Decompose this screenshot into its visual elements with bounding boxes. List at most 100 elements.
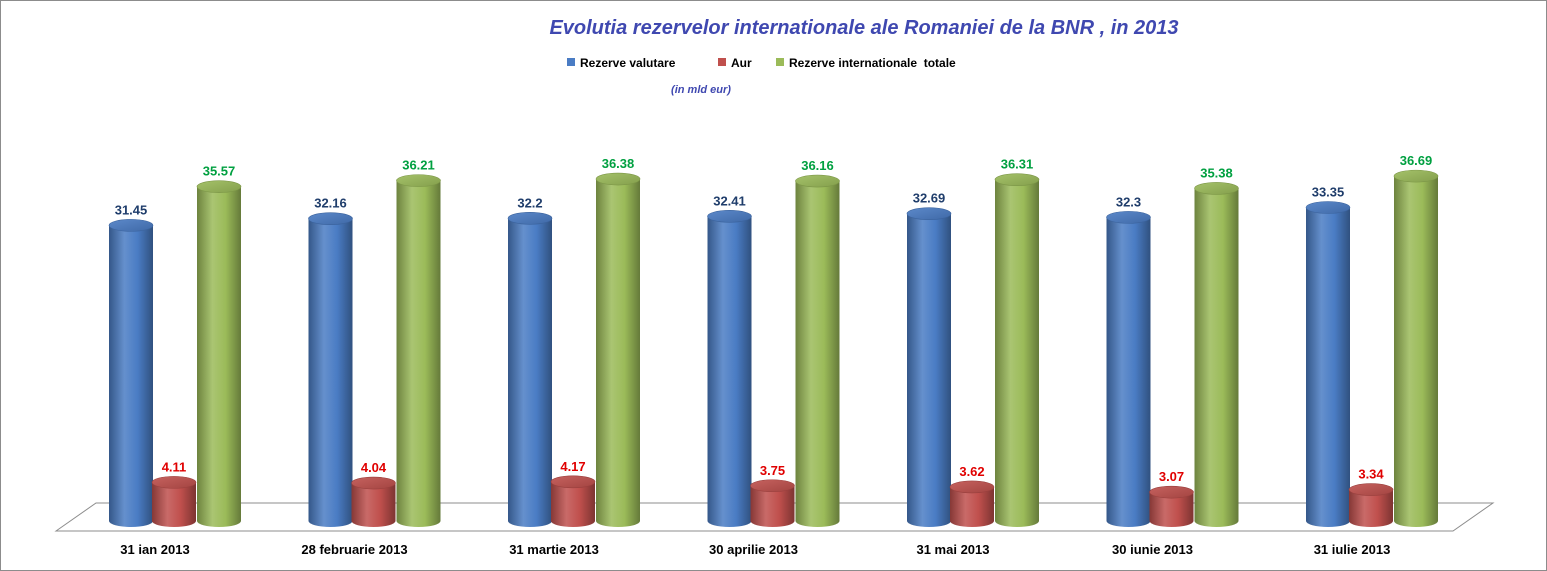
legend-item-rezerve-internationale-totale: Rezerve internationale totale (776, 56, 956, 70)
bar-body-rezerve-valutare-7 (1306, 207, 1350, 527)
bar-cap-rezerve-valutare-6 (1106, 211, 1151, 224)
bars-layer: 31.45 4.11 35.57 32.16 4.04 36.21 32.2 4.17 36.3… (108, 153, 1439, 528)
legend-item-rezerve-valutare: Rezerve valutare (567, 56, 676, 70)
bar-body-aur-3 (551, 481, 595, 527)
bar-aur-6 (1149, 485, 1194, 527)
bar-aur-1 (151, 476, 197, 527)
bar-aur-5 (949, 480, 995, 527)
legend-item-aur: Aur (718, 56, 752, 70)
legend-swatch-rezerve-valutare (567, 58, 575, 66)
bar-body-aur-4 (750, 485, 795, 527)
bar-cap-rezerve-valutare-7 (1305, 201, 1351, 214)
bar-body-rezerve-internationale-totale-7 (1394, 176, 1438, 527)
bar-cap-aur-6 (1149, 485, 1194, 499)
data-label-rezerve-internationale-totale-7: 36.69 (1400, 153, 1433, 168)
data-label-rezerve-internationale-totale-6: 35.38 (1200, 165, 1233, 180)
bar-cap-rezerve-internationale-totale-1 (196, 180, 242, 193)
data-label-aur-7: 3.34 (1358, 467, 1384, 482)
bar-cap-aur-3 (550, 475, 596, 489)
chart-title: Evolutia rezervelor internationale ale R… (549, 17, 1178, 39)
bar-cap-rezerve-internationale-totale-3 (595, 172, 641, 186)
bar-cap-rezerve-internationale-totale-6 (1194, 182, 1239, 195)
bar-rezerve-valutare-5 (906, 207, 952, 528)
bar-cap-rezerve-internationale-totale-7 (1393, 169, 1439, 183)
bar-cap-aur-7 (1348, 483, 1394, 496)
bar-body-rezerve-internationale-totale-6 (1194, 188, 1239, 528)
legend-swatch-aur (718, 58, 726, 66)
category-label-7: 31 iulie 2013 (1314, 542, 1391, 557)
bar-cap-aur-4 (750, 479, 795, 493)
bar-body-rezerve-valutare-2 (308, 218, 353, 528)
chart-subtitle: (in mld eur) (671, 84, 731, 96)
bar-body-aur-7 (1349, 489, 1393, 527)
data-label-aur-3: 4.17 (560, 459, 585, 474)
category-label-5: 31 mai 2013 (916, 542, 989, 557)
data-label-rezerve-internationale-totale-3: 36.38 (602, 156, 635, 171)
bar-rezerve-internationale-totale-4 (795, 174, 840, 527)
data-label-aur-1: 4.11 (162, 459, 187, 474)
category-label-6: 30 iunie 2013 (1112, 542, 1193, 557)
bar-cap-rezerve-internationale-totale-5 (994, 173, 1040, 186)
bar-cap-rezerve-valutare-5 (906, 207, 952, 221)
data-label-aur-6: 3.07 (1159, 469, 1184, 484)
data-label-rezerve-valutare-3: 32.2 (517, 195, 542, 210)
bar-body-aur-5 (950, 486, 994, 527)
bar-body-rezerve-internationale-totale-5 (995, 179, 1039, 527)
bar-cap-aur-5 (949, 480, 995, 494)
data-label-rezerve-internationale-totale-1: 35.57 (203, 164, 236, 179)
category-label-4: 30 aprilie 2013 (709, 542, 798, 557)
legend-label-rezerve-internationale-totale: Rezerve internationale totale (789, 56, 956, 70)
bar-body-rezerve-internationale-totale-2 (396, 180, 441, 527)
bar-rezerve-valutare-6 (1106, 211, 1151, 527)
bar-cap-rezerve-valutare-4 (707, 210, 752, 223)
bar-rezerve-valutare-3 (507, 212, 553, 527)
bar-aur-3 (550, 475, 596, 527)
bar-body-rezerve-valutare-3 (508, 218, 552, 527)
bar-body-rezerve-valutare-1 (109, 225, 153, 527)
legend-label-aur: Aur (731, 56, 752, 70)
bar-body-aur-1 (152, 482, 196, 527)
bar-body-rezerve-valutare-5 (907, 213, 951, 528)
data-label-rezerve-valutare-7: 33.35 (1312, 185, 1345, 200)
legend-label-rezerve-valutare: Rezerve valutare (580, 56, 676, 70)
legend: Rezerve valutare Aur Rezerve internation… (567, 56, 956, 70)
category-label-1: 31 ian 2013 (120, 542, 189, 557)
bar-body-aur-6 (1149, 492, 1194, 527)
bar-body-rezerve-internationale-totale-1 (197, 186, 241, 527)
bar-body-aur-2 (351, 483, 396, 527)
data-label-aur-2: 4.04 (361, 460, 387, 475)
bar-aur-4 (750, 479, 795, 527)
legend-swatch-rezerve-internationale-totale (776, 58, 784, 66)
bar-cap-rezerve-internationale-totale-2 (396, 174, 441, 187)
data-label-rezerve-valutare-5: 32.69 (913, 191, 946, 206)
bar-body-rezerve-internationale-totale-4 (795, 181, 840, 527)
bar-cap-rezerve-valutare-3 (507, 212, 553, 225)
bar-rezerve-internationale-totale-2 (396, 174, 441, 527)
data-label-rezerve-internationale-totale-5: 36.31 (1001, 157, 1034, 172)
bar-aur-2 (351, 476, 396, 527)
bar-cap-aur-2 (351, 476, 396, 490)
category-label-3: 31 martie 2013 (509, 542, 599, 557)
data-label-rezerve-internationale-totale-2: 36.21 (402, 158, 435, 173)
category-labels: 31 ian 2013 28 februarie 2013 31 martie 20… (120, 542, 1390, 557)
bar-rezerve-valutare-2 (308, 212, 353, 528)
bar-cap-rezerve-internationale-totale-4 (795, 174, 840, 188)
bar-rezerve-internationale-totale-5 (994, 173, 1040, 527)
bar-body-rezerve-valutare-6 (1106, 217, 1151, 527)
bar-cap-rezerve-valutare-1 (108, 219, 154, 232)
data-label-rezerve-internationale-totale-4: 36.16 (801, 158, 834, 173)
data-label-aur-5: 3.62 (959, 464, 984, 479)
bar-cap-aur-1 (151, 476, 197, 489)
bar-rezerve-internationale-totale-3 (595, 172, 641, 527)
bar-rezerve-internationale-totale-6 (1194, 182, 1239, 528)
bar-rezerve-internationale-totale-1 (196, 180, 242, 527)
data-label-rezerve-valutare-4: 32.41 (713, 193, 746, 208)
data-label-rezerve-valutare-2: 32.16 (314, 196, 347, 211)
bar-rezerve-valutare-7 (1305, 201, 1351, 527)
bar-cap-rezerve-valutare-2 (308, 212, 353, 225)
bar-rezerve-valutare-4 (707, 210, 752, 527)
bar-body-rezerve-valutare-4 (707, 216, 752, 527)
data-label-rezerve-valutare-6: 32.3 (1116, 194, 1141, 209)
